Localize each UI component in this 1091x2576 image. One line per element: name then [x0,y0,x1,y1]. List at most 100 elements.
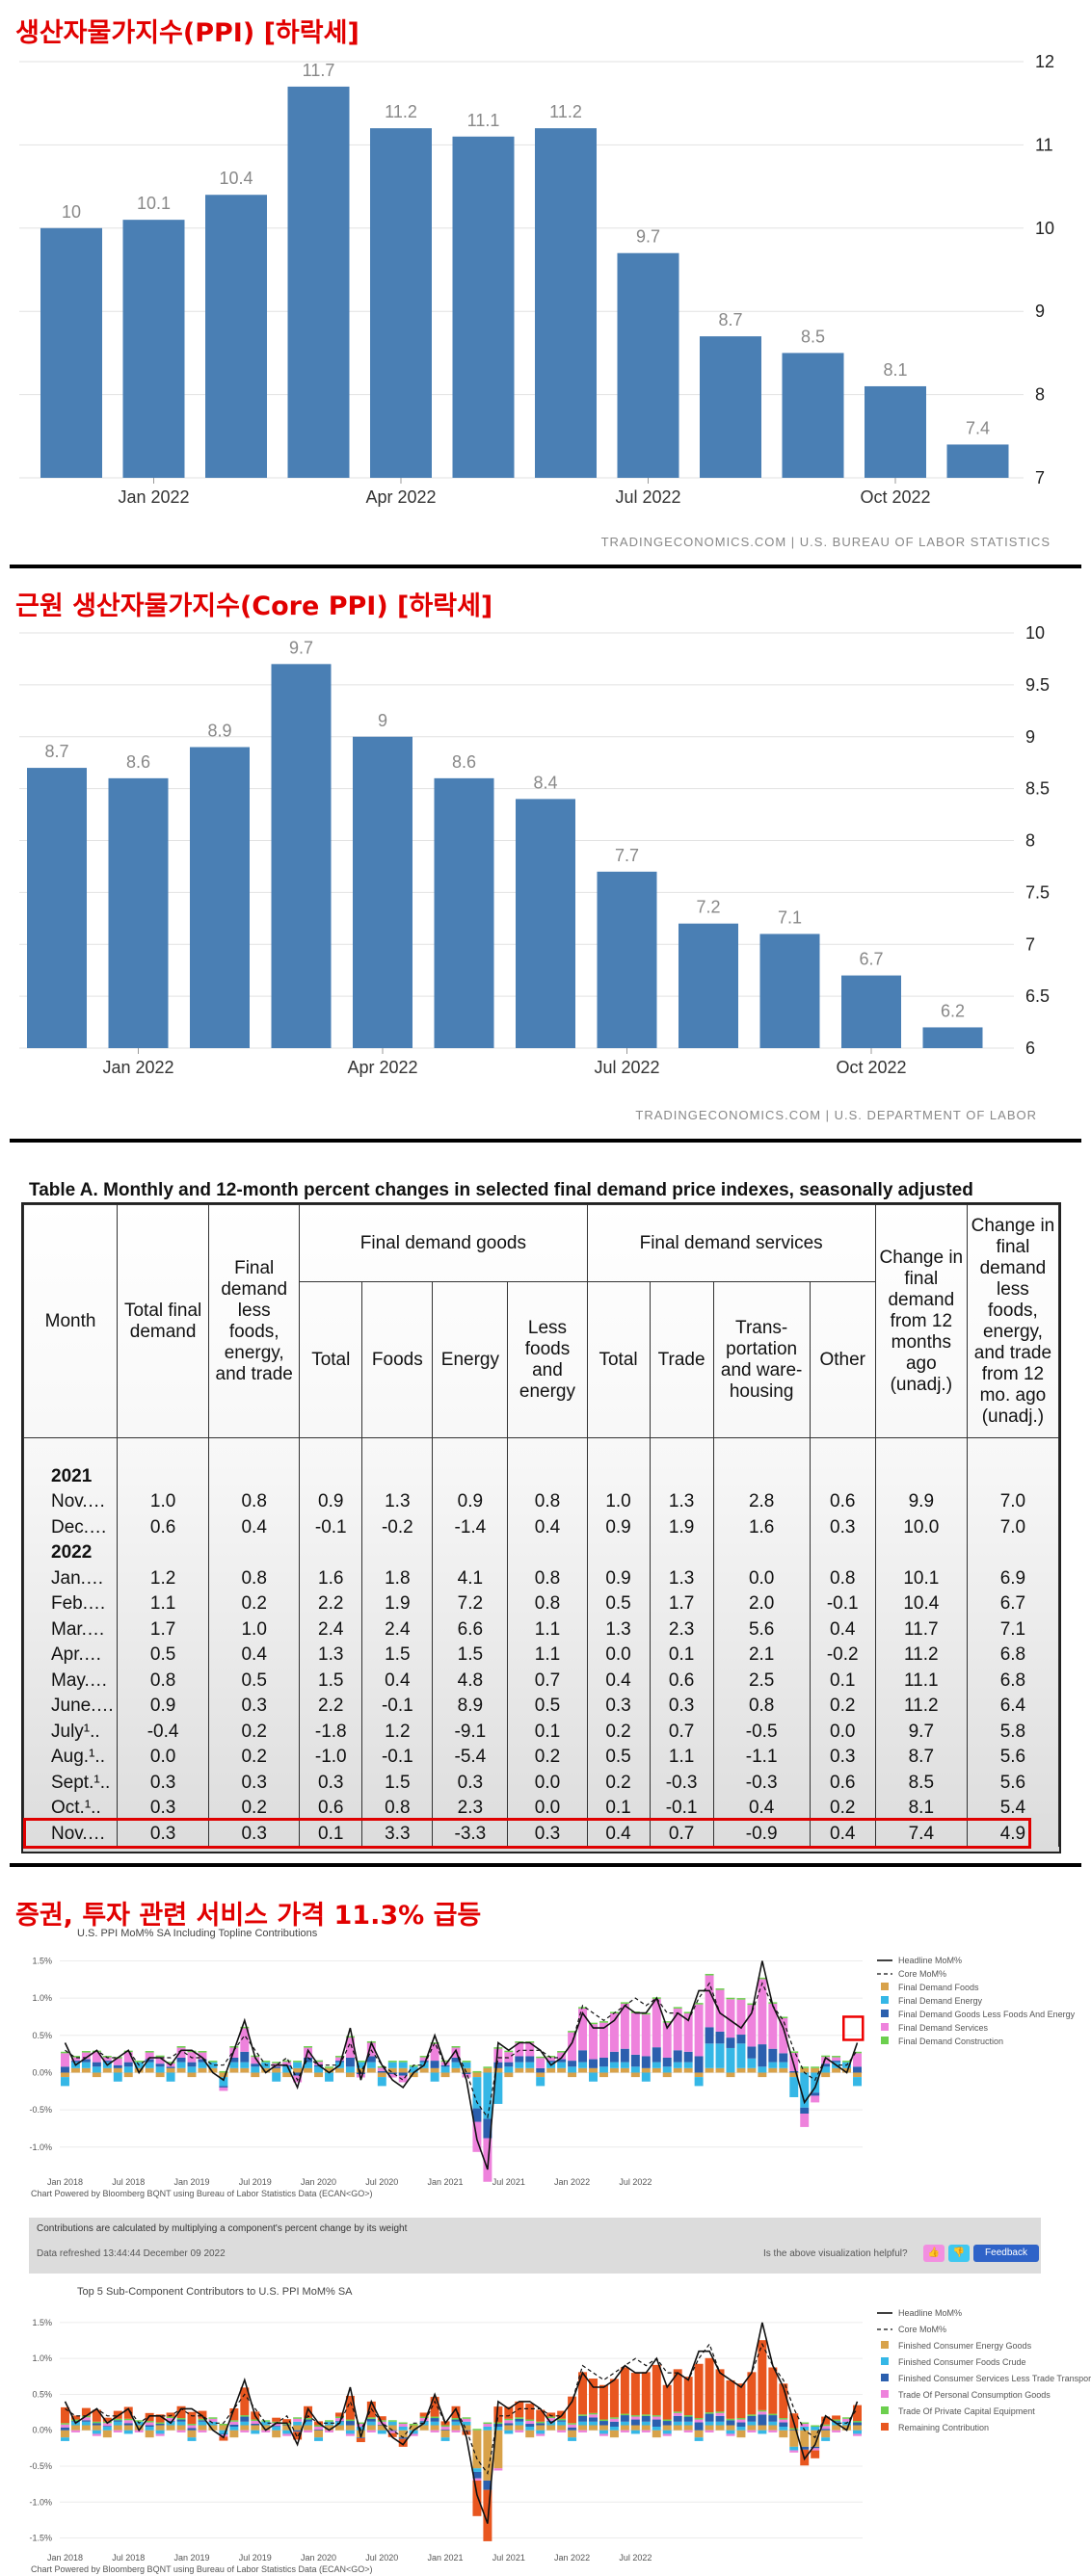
contribution-bar [145,2427,154,2431]
contribution-bar [568,2031,577,2033]
contribution-bar [578,2008,588,2051]
contribution-bar [366,2418,376,2422]
contribution-bar [853,2433,862,2436]
contribution-bar [92,2066,101,2073]
value-cell: 0.6 [649,1668,714,1694]
y-tick-label: 8.5 [1025,779,1050,799]
contribution-bar [578,2421,588,2426]
contribution-bar [568,2066,577,2073]
contribution-bar [768,2421,778,2426]
contribution-bar [609,2012,619,2052]
value-cell: 0.3 [208,1821,301,1847]
value-cell: 0.0 [586,1643,651,1669]
bar [922,1027,983,1048]
contribution-bar [652,2364,661,2416]
contribution-bar [451,2430,461,2432]
contribution-bar [366,2425,376,2431]
bar-value-label: 8.4 [533,773,557,792]
contribution-bar [504,2425,514,2431]
contribution-bar [419,2061,429,2063]
value-cell: -3.3 [432,1821,509,1847]
contribution-bar [715,2421,725,2426]
value-cell: 9.7 [874,1719,968,1745]
contribution-bar [61,2051,69,2054]
contribution-bar [102,2423,112,2427]
value-cell: 5.6 [966,1745,1059,1771]
contribution-bar [472,2072,482,2078]
value-cell: -0.2 [809,1643,876,1669]
y-tick-label: 0.5% [32,2389,52,2399]
contribution-bar [821,2437,831,2441]
contribution-bar [483,2138,492,2182]
contribution-bar [758,1979,767,2045]
contribution-bar [261,2420,271,2422]
contribution-bar [208,2418,218,2422]
contribution-bar [409,2424,418,2426]
contribution-bar [325,2066,333,2068]
contribution-bar [694,2437,704,2441]
empty-cell [649,1540,714,1566]
contribution-bar [736,1998,746,2000]
contribution-bar [609,2427,619,2431]
bar-value-label: 10 [62,202,81,222]
value-cell: 0.7 [507,1668,588,1694]
thumbs-down-button[interactable]: 👎 [948,2245,970,2262]
value-cell: 1.5 [361,1643,434,1669]
contribution-bar [662,2421,672,2426]
contribution-bar [515,2062,524,2068]
table-row: Oct.¹.. 0.3 0.2 0.6 0.8 2.3 0.0 0.1 -0.1 0.4 0.2 8.… [23,1796,1059,1822]
contribution-bar [61,2437,69,2441]
contribution-bar [293,2418,303,2422]
contribution-bar [641,2067,651,2073]
source-label: TRADINGECONOMICS.COM | U.S. BUREAU OF LA… [601,535,1051,549]
contribution-bar [430,2397,439,2417]
contribution-bar [123,2062,133,2067]
contribution-bar [345,2037,355,2058]
contribution-bar [92,2421,101,2424]
contribution-bar [304,2046,313,2048]
contribution-bar [736,2043,746,2068]
contribution-bar [451,2067,461,2073]
y-tick-label: 10 [1035,219,1054,238]
contribution-bar [451,2425,461,2431]
contribution-bar [113,2425,122,2431]
contribution-bar [70,2421,80,2422]
contribution-bar [334,2061,344,2063]
value-cell: 0.8 [208,1489,301,1515]
contribution-bar [398,2430,408,2438]
contribution-bar [599,2066,608,2073]
value-cell: 6.4 [966,1694,1059,1720]
contribution-bar [472,2468,482,2472]
value-cell: 7.4 [874,1821,968,1847]
contribution-bar [387,2431,397,2433]
x-tick-label: Jul 2022 [619,2553,652,2563]
value-cell: -0.9 [712,1821,811,1847]
y-tick-label: 9.5 [1025,675,1050,695]
contribution-bar [747,2003,757,2006]
table-row: July¹.. -0.4 0.2 -1.8 1.2 -9.1 0.1 0.2 0.7 -0.5 0.… [23,1719,1059,1745]
contribution-bar [134,2067,144,2073]
bar [452,136,515,478]
contribution-bar [61,2430,69,2438]
header-goods-less-foods-energy: Less foods and energy [507,1281,588,1438]
contribution-bar [145,2425,154,2427]
feedback-button[interactable]: Feedback [973,2245,1039,2262]
contribution-bar [198,2062,207,2068]
contribution-bar [620,2430,629,2432]
table-row: Apr.… 0.5 0.4 1.3 1.5 1.5 1.1 0.0 0.1 2.1 -0.2 11.2… [23,1643,1059,1669]
contribution-bar [821,2066,831,2073]
x-tick-label: Jan 2019 [173,2177,209,2187]
thumbs-up-button[interactable]: 👍 [923,2245,945,2262]
contribution-bar [219,2424,228,2426]
contribution-bar [853,2405,862,2422]
value-cell: 2.1 [712,1643,811,1669]
bar-value-label: 8.6 [126,752,150,772]
contribution-bar [715,2067,725,2073]
contribution-bar [419,2418,429,2422]
contribution-bar [758,1977,767,1980]
contribution-bar [705,2425,714,2431]
contribution-bar [345,2395,355,2420]
contribution-bar [694,2363,704,2419]
contribution-bar [155,2424,165,2426]
empty-cell [649,1463,714,1489]
